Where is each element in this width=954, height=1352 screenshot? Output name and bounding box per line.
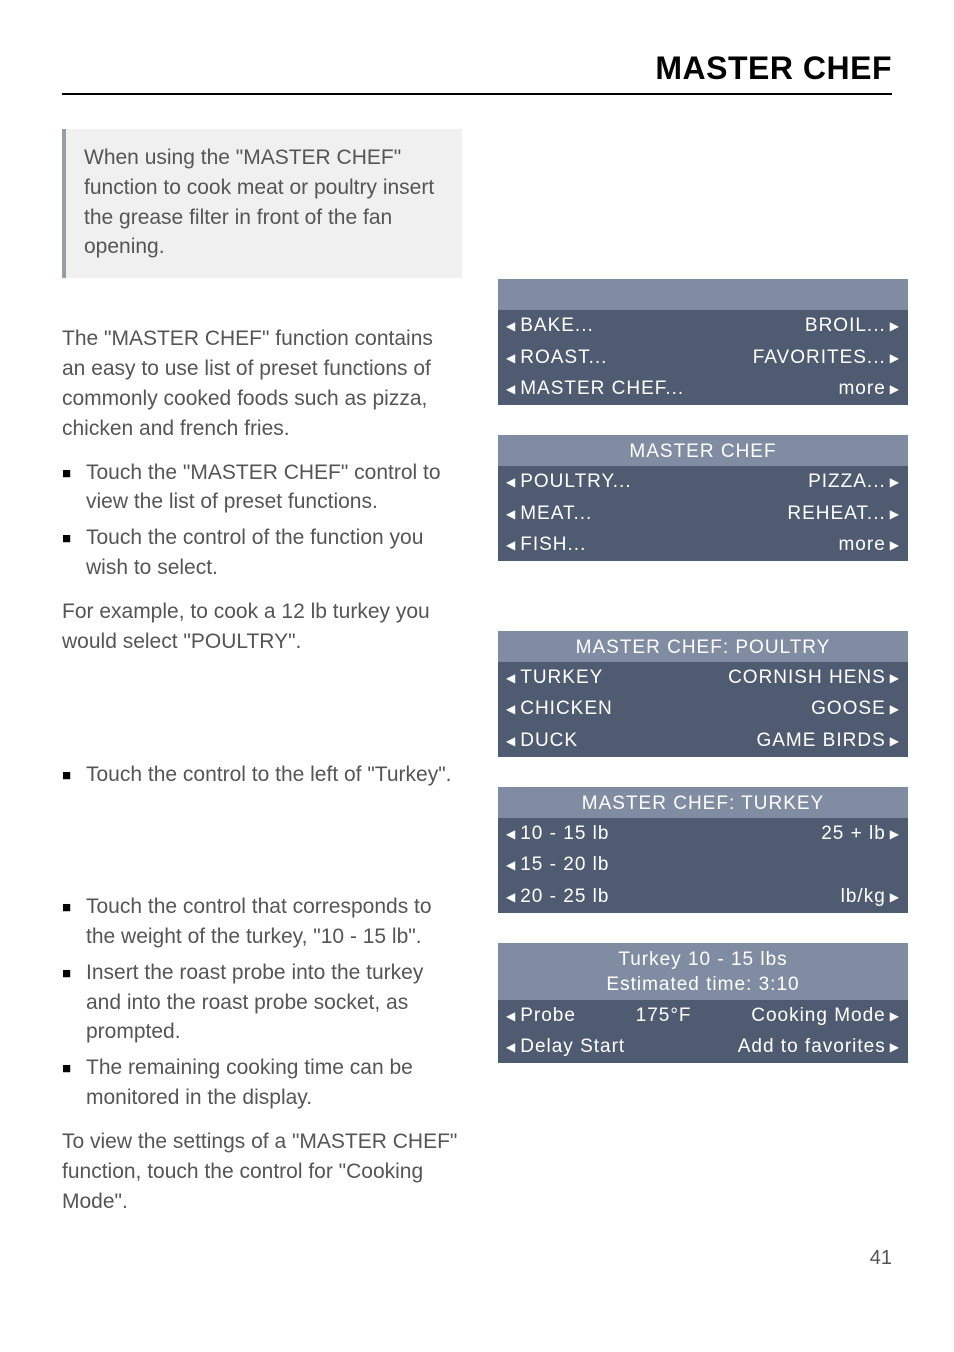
bullet-square-icon: ■ bbox=[62, 760, 86, 790]
screen-row: TURKEY CORNISH HENS bbox=[498, 662, 908, 694]
menu-roast[interactable]: ROAST... bbox=[506, 345, 607, 371]
screen-main-menu: BAKE... BROIL... ROAST... FAVORITES... M… bbox=[498, 279, 908, 405]
poultry-duck[interactable]: DUCK bbox=[506, 728, 578, 754]
bullet-square-icon: ■ bbox=[62, 523, 86, 583]
screen-row: Delay Start Add to favorites bbox=[498, 1031, 908, 1063]
turkey-20-25[interactable]: 20 - 25 lb bbox=[506, 884, 609, 910]
mc-reheat[interactable]: REHEAT... bbox=[787, 501, 900, 527]
screen-row: FISH... more bbox=[498, 529, 908, 561]
menu-bake[interactable]: BAKE... bbox=[506, 313, 594, 339]
intro-paragraph: The "MASTER CHEF" function contains an e… bbox=[62, 324, 462, 443]
bullet-text: Insert the roast probe into the turkey a… bbox=[86, 958, 462, 1047]
screen-title: MASTER CHEF: POULTRY bbox=[498, 631, 908, 662]
bullet-square-icon: ■ bbox=[62, 458, 86, 518]
bullet-square-icon: ■ bbox=[62, 892, 86, 952]
bullet-group-2: ■ Touch the control to the left of "Turk… bbox=[62, 760, 462, 790]
poultry-goose[interactable]: GOOSE bbox=[811, 696, 900, 722]
details-temp: 175°F bbox=[636, 1003, 692, 1029]
turkey-25plus[interactable]: 25 + lb bbox=[821, 821, 900, 847]
bullet-text: Touch the control that corresponds to th… bbox=[86, 892, 462, 952]
turkey-units[interactable]: lb/kg bbox=[841, 884, 900, 910]
screen-title: MASTER CHEF bbox=[498, 435, 908, 466]
screen-row: MEAT... REHEAT... bbox=[498, 498, 908, 530]
example-paragraph: For example, to cook a 12 lb turkey you … bbox=[62, 597, 462, 657]
bullet-group-3: ■ Touch the control that corresponds to … bbox=[62, 892, 462, 1113]
poultry-game-birds[interactable]: GAME BIRDS bbox=[756, 728, 900, 754]
poultry-cornish-hens[interactable]: CORNISH HENS bbox=[728, 665, 900, 691]
screen-row: 20 - 25 lb lb/kg bbox=[498, 881, 908, 913]
mc-poultry[interactable]: POULTRY... bbox=[506, 469, 632, 495]
screen-row: POULTRY... PIZZA... bbox=[498, 466, 908, 498]
poultry-turkey[interactable]: TURKEY bbox=[506, 665, 603, 691]
bullet-item: ■ Touch the control of the function you … bbox=[62, 523, 462, 583]
bullet-group-1: ■ Touch the "MASTER CHEF" control to vie… bbox=[62, 458, 462, 583]
menu-broil[interactable]: BROIL... bbox=[805, 313, 900, 339]
poultry-chicken[interactable]: CHICKEN bbox=[506, 696, 613, 722]
screen-poultry: MASTER CHEF: POULTRY TURKEY CORNISH HENS… bbox=[498, 631, 908, 757]
turkey-10-15[interactable]: 10 - 15 lb bbox=[506, 821, 609, 847]
menu-more[interactable]: more bbox=[838, 376, 900, 402]
screen-title: Turkey 10 - 15 lbs bbox=[498, 943, 908, 974]
details-add-favorites[interactable]: Add to favorites bbox=[738, 1034, 900, 1060]
screen-row: MASTER CHEF... more bbox=[498, 373, 908, 405]
page-number: 41 bbox=[870, 1247, 892, 1270]
details-delay-start[interactable]: Delay Start bbox=[506, 1034, 625, 1060]
screen-row: ROAST... FAVORITES... bbox=[498, 342, 908, 374]
screen-subtitle: Estimated time: 3:10 bbox=[498, 974, 908, 1000]
bullet-item: ■ The remaining cooking time can be moni… bbox=[62, 1053, 462, 1113]
bullet-text: Touch the control to the left of "Turkey… bbox=[86, 760, 462, 790]
bullet-item: ■ Touch the control to the left of "Turk… bbox=[62, 760, 462, 790]
details-probe[interactable]: Probe bbox=[506, 1003, 576, 1029]
bullet-text: Touch the control of the function you wi… bbox=[86, 523, 462, 583]
bullet-text: Touch the "MASTER CHEF" control to view … bbox=[86, 458, 462, 518]
screen-row: 15 - 20 lb bbox=[498, 849, 908, 881]
bullet-item: ■ Insert the roast probe into the turkey… bbox=[62, 958, 462, 1047]
mc-fish[interactable]: FISH... bbox=[506, 532, 586, 558]
callout-box: When using the "MASTER CHEF" function to… bbox=[62, 129, 462, 278]
bullet-item: ■ Touch the control that corresponds to … bbox=[62, 892, 462, 952]
cooking-mode-paragraph: To view the settings of a "MASTER CHEF" … bbox=[62, 1127, 462, 1216]
screen-turkey-weights: MASTER CHEF: TURKEY 10 - 15 lb 25 + lb 1… bbox=[498, 787, 908, 913]
menu-favorites[interactable]: FAVORITES... bbox=[753, 345, 900, 371]
bullet-square-icon: ■ bbox=[62, 1053, 86, 1113]
screen-row: Probe 175°F Cooking Mode bbox=[498, 1000, 908, 1032]
screen-row: 10 - 15 lb 25 + lb bbox=[498, 818, 908, 850]
bullet-square-icon: ■ bbox=[62, 958, 86, 1047]
bullet-text: The remaining cooking time can be monito… bbox=[86, 1053, 462, 1113]
screen-turkey-details: Turkey 10 - 15 lbs Estimated time: 3:10 … bbox=[498, 943, 908, 1063]
header-rule: MASTER CHEF bbox=[62, 50, 892, 95]
mc-more[interactable]: more bbox=[838, 532, 900, 558]
screen-row: BAKE... BROIL... bbox=[498, 310, 908, 342]
menu-master-chef[interactable]: MASTER CHEF... bbox=[506, 376, 684, 402]
screen-title: MASTER CHEF: TURKEY bbox=[498, 787, 908, 818]
screen-row: CHICKEN GOOSE bbox=[498, 693, 908, 725]
screen-master-chef: MASTER CHEF POULTRY... PIZZA... MEAT... … bbox=[498, 435, 908, 561]
screen-row: DUCK GAME BIRDS bbox=[498, 725, 908, 757]
screen-blank-title bbox=[498, 279, 908, 310]
bullet-item: ■ Touch the "MASTER CHEF" control to vie… bbox=[62, 458, 462, 518]
details-cooking-mode[interactable]: Cooking Mode bbox=[751, 1003, 900, 1029]
mc-meat[interactable]: MEAT... bbox=[506, 501, 592, 527]
page-title: MASTER CHEF bbox=[62, 50, 892, 87]
turkey-15-20[interactable]: 15 - 20 lb bbox=[506, 852, 609, 878]
mc-pizza[interactable]: PIZZA... bbox=[808, 469, 900, 495]
